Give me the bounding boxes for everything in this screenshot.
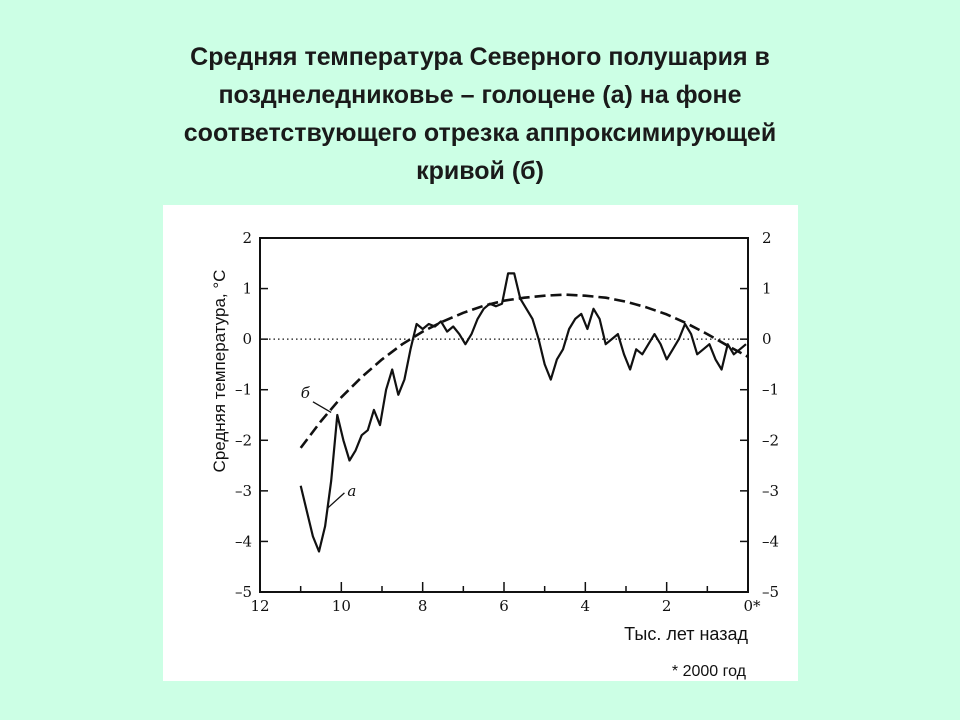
y-tick-label-right: 0 (762, 330, 772, 348)
y-tick-label-left: –2 (235, 431, 252, 449)
y-tick-label-left: –5 (235, 583, 252, 601)
title-line-4: кривой (б) (416, 157, 544, 185)
title-line-3: соответствующего отрезка аппроксимирующе… (183, 119, 777, 147)
series-layer (260, 272, 749, 553)
y-tick-label-left: –4 (235, 532, 252, 550)
series-b-leader (312, 401, 332, 414)
y-tick-label-right: –2 (762, 431, 779, 449)
y-tick-label-right: –3 (762, 482, 779, 500)
x-axis-label: Тыс. лет назад (624, 624, 748, 644)
y-axis-label: Средняя температура, °С (210, 270, 229, 473)
x-tick-label: 8 (418, 597, 428, 615)
x-tick-label: 10 (332, 597, 351, 615)
temperature-chart: 2 21 10 0–1 –1–2 –2–3 –3–4 –4–5 –512 10 8 6 4 2 0* ба … (210, 229, 779, 680)
series-a-line (299, 272, 747, 553)
axis-ticks (259, 237, 749, 593)
title-line-2: позднеледниковье – голоцене (а) на фоне (218, 81, 742, 109)
title-line-1: Средняя температура Северного полушария … (190, 43, 770, 71)
x-tick-label: 2 (662, 597, 672, 615)
x-tick-label: 4 (581, 597, 591, 615)
tick-labels: 2 21 10 0–1 –1–2 –2–3 –3–4 –4–5 –512 10 8 6 4 2 0* (235, 229, 779, 615)
series-b-line (299, 293, 749, 449)
y-tick-label-left: 0 (242, 330, 252, 348)
series-a-leader (326, 492, 345, 510)
y-tick-label-left: 1 (242, 280, 252, 298)
footnote: * 2000 год (672, 663, 747, 680)
series-labels: ба (301, 384, 356, 510)
x-tick-label: 6 (499, 597, 509, 615)
x-tick-label: 0* (743, 597, 761, 615)
y-tick-label-right: 2 (762, 229, 772, 247)
y-tick-label-right: –4 (762, 532, 779, 550)
y-tick-label-left: –1 (235, 381, 252, 399)
y-tick-label-right: 1 (762, 280, 772, 298)
series-b-label: б (301, 384, 311, 402)
slide-title: Средняя температура Северного полушария … (60, 38, 900, 190)
y-tick-label-right: –1 (762, 381, 779, 399)
series-a-label: а (347, 482, 356, 500)
y-tick-label-left: 2 (242, 229, 252, 247)
y-tick-label-right: –5 (762, 583, 779, 601)
x-tick-label: 12 (250, 597, 269, 615)
y-tick-label-left: –3 (235, 482, 252, 500)
